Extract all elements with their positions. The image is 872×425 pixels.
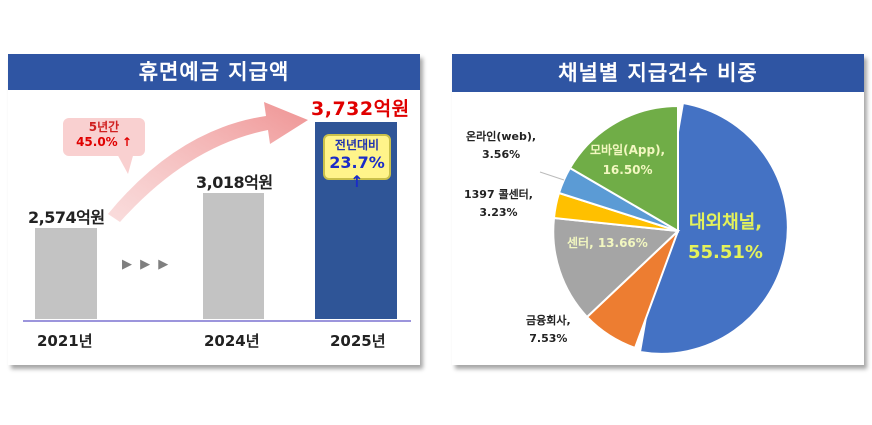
five-year-growth-callout: 5년간 45.0% ↑: [63, 118, 145, 156]
yoy-growth-box: 전년대비 23.7% ↑: [323, 134, 391, 191]
slice-mobile-app: [568, 104, 679, 233]
bar-2024: [203, 193, 264, 319]
label-mobile-app: 모바일(App), 16.50%: [590, 143, 666, 177]
panel-title: 휴면예금 지급액: [8, 54, 420, 90]
growth-arrow-icon: [108, 102, 308, 222]
x-axis-line: [23, 320, 411, 322]
label-external-channel: 대외채널, 55.51%: [688, 212, 763, 263]
bar-2021: [35, 228, 97, 319]
ellipsis-arrows-icon: ▶ ▶ ▶: [122, 257, 171, 272]
year-label-2021: 2021년: [37, 332, 93, 350]
year-label-2025: 2025년: [330, 332, 386, 350]
label-1397-callcenter: 1397 콜센터, 3.23%: [464, 188, 533, 219]
label-financial-institutions: 금융회사, 7.53%: [526, 314, 571, 345]
channel-share-panel: 채널별 지급건수 비중 온라인(web), 3.56% 1397 콜센터, 3.…: [452, 54, 864, 365]
pie-chart: [539, 101, 789, 355]
label-online-web: 온라인(web), 3.56%: [466, 130, 537, 161]
bar-value-2021: 2,574억원: [28, 208, 105, 227]
panel-title: 채널별 지급건수 비중: [452, 54, 864, 92]
yoy-pct: 23.7% ↑: [329, 153, 385, 191]
callout-growth-pct: 45.0% ↑: [76, 135, 132, 149]
year-label-2024: 2024년: [204, 332, 260, 350]
bar-value-2024: 3,018억원: [196, 173, 273, 192]
payout-amount-panel: 휴면예금 지급액 5년간 45.0% ↑ 2,574억원 3,018억원 3,7…: [8, 54, 420, 365]
slice-center: [552, 216, 681, 319]
yoy-label: 전년대비: [334, 138, 380, 152]
callout-period: 5년간: [88, 120, 120, 134]
bar-value-2025: 3,732억원: [311, 98, 410, 120]
label-center: 센터, 13.66%: [567, 236, 648, 250]
